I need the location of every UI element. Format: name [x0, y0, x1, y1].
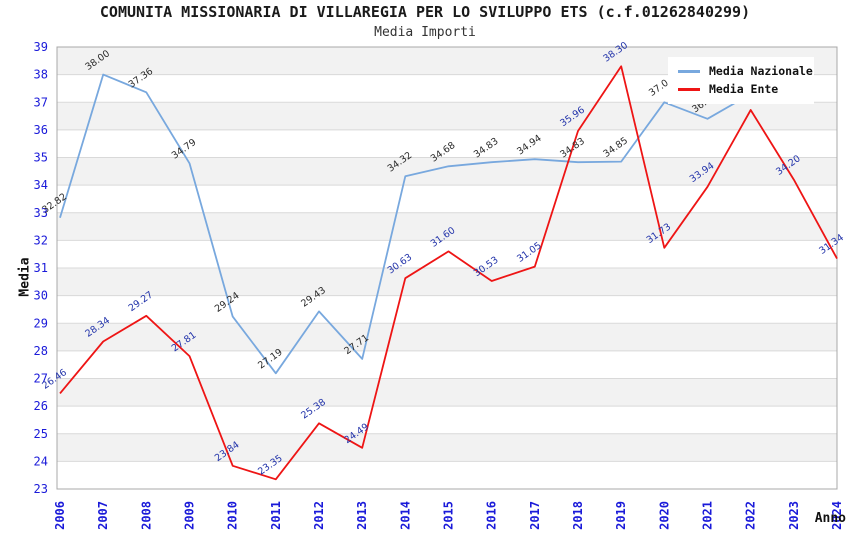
x-tick-label: 2013	[355, 501, 369, 530]
grid-band	[57, 323, 837, 351]
x-tick-label: 2024	[830, 501, 844, 530]
grid-band	[57, 102, 837, 130]
y-tick-label: 25	[34, 427, 48, 441]
grid-band	[57, 212, 837, 241]
x-tick-label: 2012	[312, 501, 326, 530]
x-tick-label: 2006	[53, 501, 67, 530]
y-axis-title: Media	[17, 257, 33, 297]
x-tick-label: 2010	[226, 501, 240, 530]
series-line-media-nazionale	[59, 73, 752, 375]
y-tick-label: 24	[34, 454, 48, 468]
y-tick-label: 30	[34, 289, 48, 303]
legend-swatch-ente-icon	[678, 87, 700, 91]
legend-label: Media Ente	[709, 82, 779, 96]
y-tick-label: 37	[34, 95, 48, 109]
x-tick-label: 2023	[787, 501, 801, 530]
x-tick-label: 2021	[701, 501, 715, 530]
chart-header: COMUNITA MISSIONARIA DI VILLAREGIA PER L…	[0, 3, 850, 41]
x-tick-label: 2016	[485, 501, 499, 530]
legend-item-media-ente: Media Ente	[668, 80, 814, 98]
grid-band	[57, 433, 837, 462]
y-tick-label: 28	[34, 344, 48, 358]
data-point-label: 34.83	[558, 136, 587, 161]
y-tick-label: 34	[34, 178, 48, 192]
legend-item-media-nazionale: Media Nazionale	[668, 62, 814, 80]
y-tick-label: 27	[34, 372, 48, 386]
legend-label: Media Nazionale	[709, 64, 813, 78]
chart-title: COMUNITA MISSIONARIA DI VILLAREGIA PER L…	[99, 3, 751, 21]
grid-band	[57, 157, 837, 186]
x-tick-label: 2007	[96, 501, 110, 530]
series-line-media-ente	[59, 65, 838, 481]
x-tick-label: 2009	[183, 501, 197, 530]
x-tick-label: 2022	[744, 501, 758, 530]
x-tick-label: 2008	[139, 501, 153, 530]
x-axis-title: Anno	[814, 511, 846, 526]
x-tick-label: 2017	[528, 501, 542, 530]
y-tick-label: 38	[34, 68, 48, 82]
legend: Media Nazionale Media Ente	[668, 57, 814, 104]
y-tick-label: 33	[34, 206, 48, 220]
grid-band	[57, 268, 837, 296]
chart-subtitle: Media Importi	[374, 25, 476, 40]
y-tick-label: 36	[34, 123, 48, 137]
y-tick-label: 35	[34, 151, 48, 165]
plot-border	[56, 46, 838, 490]
data-point-label: 34.83	[472, 136, 501, 161]
y-tick-label: 29	[34, 316, 48, 330]
x-tick-label: 2019	[614, 501, 628, 530]
x-tick-label: 2011	[269, 501, 283, 530]
x-tick-label: 2018	[571, 501, 585, 530]
legend-swatch-nazionale-icon	[678, 69, 700, 73]
y-tick-label: 39	[34, 40, 48, 54]
grid-band	[57, 378, 837, 407]
x-tick-label: 2015	[442, 501, 456, 530]
y-tick-label: 31	[34, 261, 48, 275]
y-tick-label: 32	[34, 233, 48, 247]
x-tick-label: 2020	[657, 501, 671, 530]
y-tick-label: 26	[34, 399, 48, 413]
y-tick-label: 23	[34, 482, 48, 496]
x-tick-label: 2014	[398, 501, 412, 530]
data-point-label: 34.94	[515, 133, 544, 158]
